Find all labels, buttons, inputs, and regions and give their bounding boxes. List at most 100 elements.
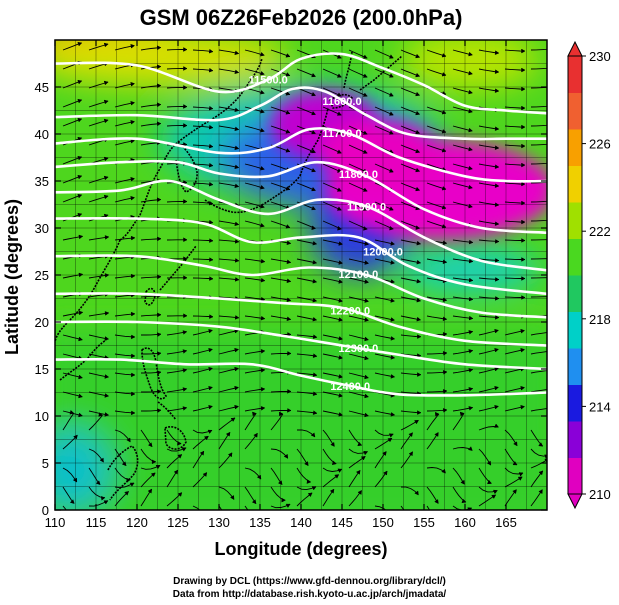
streamline-arrowhead — [547, 104, 551, 108]
streamline-arrowhead — [415, 53, 421, 59]
streamline-arrowhead — [494, 50, 500, 55]
contour-label: 11800.0 — [339, 169, 378, 181]
streamline-arrowhead — [78, 412, 83, 418]
streamline-arrowhead — [234, 385, 240, 391]
streamline-arrowhead — [355, 469, 361, 475]
streamline-arrowhead — [311, 167, 316, 173]
streamline-arrowhead — [230, 417, 236, 422]
streamline-arrowhead — [312, 316, 318, 322]
streamline-arrowhead — [520, 328, 526, 334]
streamline-arrowhead — [208, 181, 214, 187]
streamline-arrowhead — [387, 438, 393, 443]
streamline-arrowhead — [336, 73, 342, 78]
streamline-arrowhead — [416, 297, 422, 303]
streamline-arrowhead — [520, 404, 526, 410]
plot-area: 11500.0 11600.0 11700.0 11800.0 11900.0 12000… — [55, 40, 551, 510]
streamline-arrowhead — [389, 111, 394, 116]
streamline-arrowhead — [547, 161, 551, 165]
streamline-arrowhead — [364, 374, 369, 380]
streamline-arrowhead — [441, 468, 446, 474]
streamline-arrowhead — [306, 479, 312, 484]
streamline-arrowhead — [307, 492, 313, 498]
streamline-arrowhead — [260, 222, 265, 228]
streamline-arrowhead — [442, 370, 448, 375]
streamline-arrowhead — [234, 239, 240, 244]
streamline-arrowhead — [311, 225, 317, 231]
streamline-arrowhead — [260, 406, 266, 411]
y-tick-label: 20 — [35, 315, 49, 330]
streamline-arrowhead — [494, 202, 500, 207]
streamline-arrowhead — [208, 366, 213, 372]
colorbar-segment — [568, 348, 582, 385]
streamline-arrowhead — [69, 409, 75, 415]
colorbar-segment — [568, 202, 582, 239]
streamline-arrowhead — [183, 313, 188, 319]
streamline-arrowhead — [547, 276, 551, 280]
streamline-arrowhead — [182, 368, 188, 373]
x-tick-label: 110 — [45, 515, 66, 530]
colorbar-tick-label: 210 — [589, 487, 611, 502]
streamline-arrowhead — [435, 411, 440, 417]
streamline-arrowhead — [147, 442, 153, 448]
streamline-arrowhead — [494, 69, 500, 74]
colorbar-tick-label: 230 — [589, 49, 611, 64]
streamline-arrowhead — [390, 241, 396, 246]
contour-label: 11900.0 — [347, 201, 386, 213]
streamline-arrowhead — [442, 240, 448, 246]
streamline-arrowhead — [157, 312, 162, 318]
streamline-arrowhead — [547, 66, 551, 70]
streamline-arrowhead — [331, 460, 337, 466]
streamline-arrowhead — [77, 174, 83, 180]
streamline-arrowhead — [310, 432, 316, 438]
streamline — [244, 505, 249, 510]
streamline-arrowhead — [538, 489, 543, 495]
colorbar-tick-label: 226 — [589, 137, 611, 152]
streamline-arrowhead — [77, 155, 83, 161]
streamline-arrowhead — [382, 470, 388, 476]
streamline-arrowhead — [468, 127, 473, 133]
streamline-arrowhead — [494, 164, 500, 169]
streamline-arrowhead — [494, 328, 499, 334]
streamline-arrowhead — [512, 489, 517, 495]
contour-label: 11700.0 — [322, 128, 361, 140]
streamline-arrowhead — [209, 276, 214, 281]
streamline-arrowhead — [151, 459, 157, 465]
streamline — [530, 105, 547, 108]
streamline-arrowhead — [208, 404, 213, 410]
streamline-arrowhead — [131, 391, 136, 397]
streamline-arrowhead — [468, 108, 473, 114]
x-tick-label: 120 — [126, 515, 148, 530]
streamline-arrowhead — [468, 315, 474, 321]
streamline-arrowhead — [390, 298, 396, 303]
streamline-arrowhead — [336, 206, 342, 211]
streamline-arrowhead — [390, 317, 396, 322]
streamline-arrowhead — [252, 411, 257, 417]
streamline-arrowhead — [156, 102, 162, 108]
streamline-arrowhead — [521, 295, 526, 300]
streamline-arrowhead — [131, 372, 136, 378]
height-contour — [55, 320, 547, 371]
streamline-arrowhead — [69, 499, 75, 504]
streamline-arrowhead — [329, 488, 335, 494]
streamline-arrowhead — [312, 278, 318, 284]
streamline-arrowhead — [130, 311, 136, 317]
streamline-arrowhead — [77, 212, 83, 218]
streamline — [88, 414, 103, 431]
streamline-arrowhead — [417, 353, 422, 358]
x-tick-label: 160 — [454, 515, 476, 530]
streamline-arrowhead — [157, 274, 162, 280]
streamline-arrowhead — [520, 385, 526, 391]
streamline-arrowhead — [183, 104, 188, 109]
streamline-arrowhead — [183, 66, 188, 71]
streamline-arrowhead — [468, 146, 473, 152]
streamline-arrowhead — [362, 73, 368, 78]
streamline-arrowhead — [286, 297, 292, 303]
streamline — [530, 296, 547, 298]
y-tick-label: 0 — [42, 503, 49, 518]
streamline-arrowhead — [130, 119, 136, 125]
streamline-arrowhead — [183, 199, 188, 204]
streamline-arrowhead — [104, 412, 110, 417]
streamline-arrowhead — [415, 167, 421, 173]
x-tick-label: 155 — [413, 515, 435, 530]
